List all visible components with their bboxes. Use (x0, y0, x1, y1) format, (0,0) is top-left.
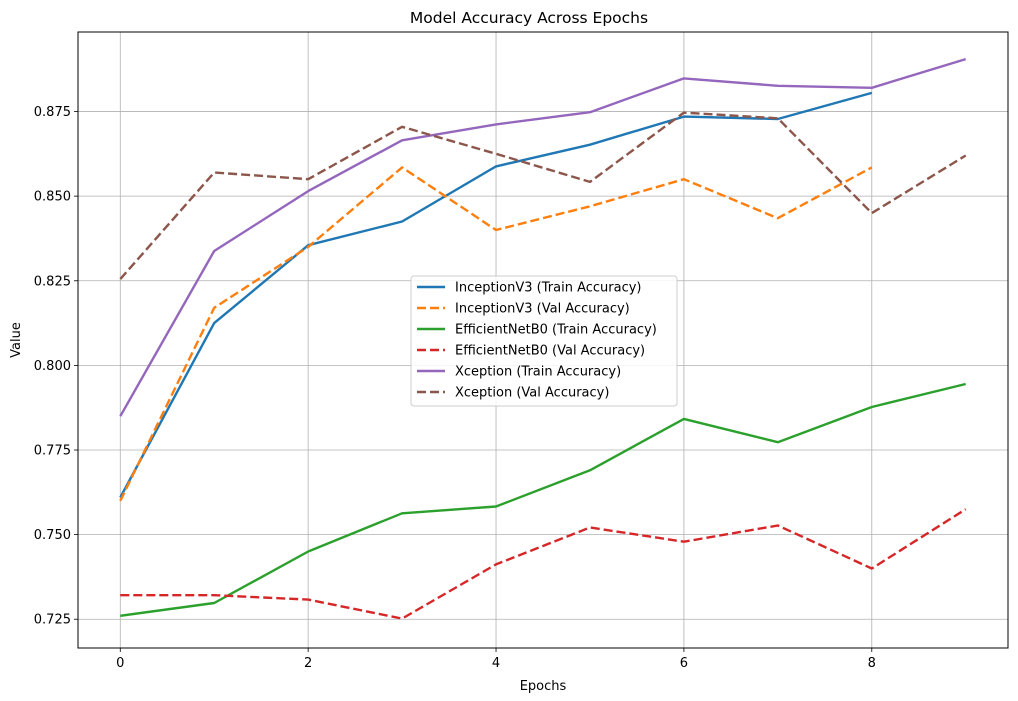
y-tick-label: 0.775 (34, 444, 71, 459)
series-line-2 (119, 166, 873, 502)
y-axis-ticks: 0.725 0.750 0.775 0.800 0.825 0.850 0.875 (34, 105, 78, 628)
x-tick-label: 8 (868, 656, 876, 671)
y-tick-label: 0.750 (34, 528, 71, 543)
legend: InceptionV3 (Train Accuracy) InceptionV3 … (410, 275, 678, 407)
series-line-1 (119, 91, 873, 498)
plot-frame (77, 31, 1009, 649)
series-lines (119, 57, 967, 620)
series-line-5 (119, 57, 967, 417)
x-tick-label: 2 (304, 656, 312, 671)
y-tick-label: 0.725 (34, 613, 71, 628)
legend-box (410, 275, 678, 407)
legend-label: InceptionV3 (Val Accuracy) (455, 302, 630, 317)
series-line-3 (120, 382, 966, 617)
legend-label: InceptionV3 (Train Accuracy) (455, 281, 642, 296)
x-axis-label: Epochs (520, 679, 567, 694)
series-line-4 (120, 508, 967, 620)
y-tick-label: 0.875 (34, 105, 71, 120)
y-tick-label: 0.825 (34, 274, 71, 289)
y-axis-label: Value (9, 322, 24, 358)
legend-label: Xception (Val Accuracy) (455, 386, 609, 401)
x-tick-label: 6 (680, 656, 688, 671)
legend-label: EfficientNetB0 (Train Accuracy) (455, 323, 657, 338)
y-tick-label: 0.800 (34, 359, 71, 374)
x-axis-ticks: 0 2 4 6 8 (116, 648, 876, 671)
legend-label: EfficientNetB0 (Val Accuracy) (455, 344, 645, 359)
x-tick-label: 4 (492, 656, 500, 671)
x-tick-label: 0 (116, 656, 124, 671)
y-tick-label: 0.850 (34, 190, 71, 205)
chart-title: Model Accuracy Across Epochs (410, 9, 648, 27)
series-line-6 (119, 111, 967, 280)
legend-label: Xception (Train Accuracy) (455, 365, 621, 380)
